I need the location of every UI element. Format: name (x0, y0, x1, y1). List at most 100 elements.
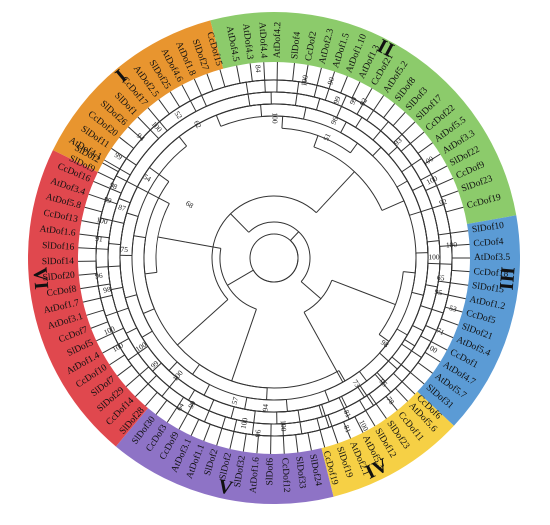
clade-label-III: III (496, 266, 520, 291)
branch-line (304, 312, 313, 328)
branch-line (110, 355, 125, 365)
branch-line (420, 306, 443, 313)
branch-line (308, 433, 311, 451)
branch-line (83, 295, 112, 302)
branch-line (204, 400, 213, 422)
branch-line (111, 287, 123, 289)
branch-line (438, 231, 468, 235)
branch-line (358, 290, 395, 304)
branch-line (204, 424, 210, 441)
branch-line (313, 328, 343, 382)
bootstrap-value: 100 (446, 240, 458, 250)
branch-line (216, 115, 220, 126)
branch-line (282, 116, 283, 128)
branch-line (388, 147, 397, 155)
branch-line (145, 392, 157, 406)
branch-arc (120, 104, 428, 412)
branch-line (142, 331, 152, 337)
bootstrap-value: 90 (325, 76, 336, 86)
branch-line (350, 143, 357, 153)
branch-line (397, 181, 407, 187)
branch-line (227, 270, 253, 285)
branch-line (191, 419, 199, 435)
branch-line (87, 310, 104, 315)
branch-arc (120, 104, 428, 412)
branch-arc (132, 116, 416, 400)
bootstrap-value: 95 (434, 287, 443, 297)
bootstrap-value: 62 (192, 119, 204, 130)
branch-line (341, 76, 348, 93)
branch-line (120, 137, 134, 148)
branch-line (78, 248, 108, 250)
bootstrap-value: 81 (342, 424, 353, 435)
branch-line (98, 172, 114, 180)
bootstrap-value: 73 (351, 378, 363, 389)
branch-line (304, 107, 306, 119)
gene-label: SlDof16 (42, 240, 75, 253)
branch-line (106, 308, 129, 316)
gene-label: SlDof6 (264, 458, 275, 486)
branch-line (418, 143, 433, 154)
bootstrap-value: 100 (421, 154, 436, 168)
bootstrap-value: 93 (392, 135, 404, 147)
branch-line (401, 365, 424, 384)
branch-arc (250, 234, 298, 282)
branch-line (401, 132, 424, 151)
bootstrap-value: 100 (102, 324, 116, 337)
branch-line (170, 92, 180, 107)
branch-line (325, 391, 329, 402)
gene-label: AtDof3.5 (474, 252, 510, 263)
branch-line (301, 282, 321, 299)
branch-line (271, 424, 272, 454)
branch-line (193, 364, 200, 374)
branch-line (441, 191, 458, 197)
branch-line (393, 373, 415, 394)
branch-line (277, 62, 278, 92)
bootstrap-value: 99 (186, 399, 198, 410)
bootstrap-value: 98 (379, 338, 391, 350)
branch-line (117, 365, 131, 376)
branch-line (182, 85, 196, 111)
branch-arc (108, 92, 440, 424)
branch-line (316, 205, 323, 212)
branch-line (316, 98, 319, 110)
branch-line (217, 417, 226, 446)
branch-line (412, 326, 423, 331)
branch-line (143, 309, 154, 314)
branch-line (380, 353, 398, 369)
bootstrap-value: 99 (113, 150, 124, 162)
branch-line (207, 74, 213, 91)
branch-line (134, 236, 146, 238)
branch-line (332, 280, 358, 290)
bootstrap-value: 65 (437, 273, 446, 283)
branch-line (145, 272, 157, 273)
bootstrap-value: 96 (95, 271, 104, 281)
branch-line (428, 263, 452, 264)
branch-line (231, 407, 234, 419)
branch-arc (108, 92, 440, 424)
branch-line (127, 213, 138, 217)
branch-line (296, 435, 298, 453)
branch-line (359, 371, 366, 381)
branch-line (358, 387, 365, 397)
branch-line (189, 390, 195, 400)
gene-label: SlDof14 (42, 256, 75, 268)
bootstrap-value: 96 (253, 429, 263, 438)
branch-line (156, 400, 167, 414)
branch-line (412, 185, 423, 190)
bootstrap-value: 84 (253, 65, 263, 74)
gene-label: CcDof12 (279, 457, 292, 493)
bootstrap-value: 75 (120, 245, 128, 254)
branch-line (177, 318, 207, 345)
branch-line (356, 117, 362, 127)
branch-line (397, 329, 407, 335)
branch-line (109, 244, 121, 245)
branch-arc (144, 182, 339, 388)
branch-line (159, 99, 170, 114)
branch-line (204, 385, 209, 396)
bootstrap-value: 94 (135, 131, 147, 143)
bootstrap-value: 68 (184, 199, 195, 211)
branch-line (194, 79, 206, 106)
branch-arc (212, 196, 316, 299)
branch-line (418, 363, 433, 374)
